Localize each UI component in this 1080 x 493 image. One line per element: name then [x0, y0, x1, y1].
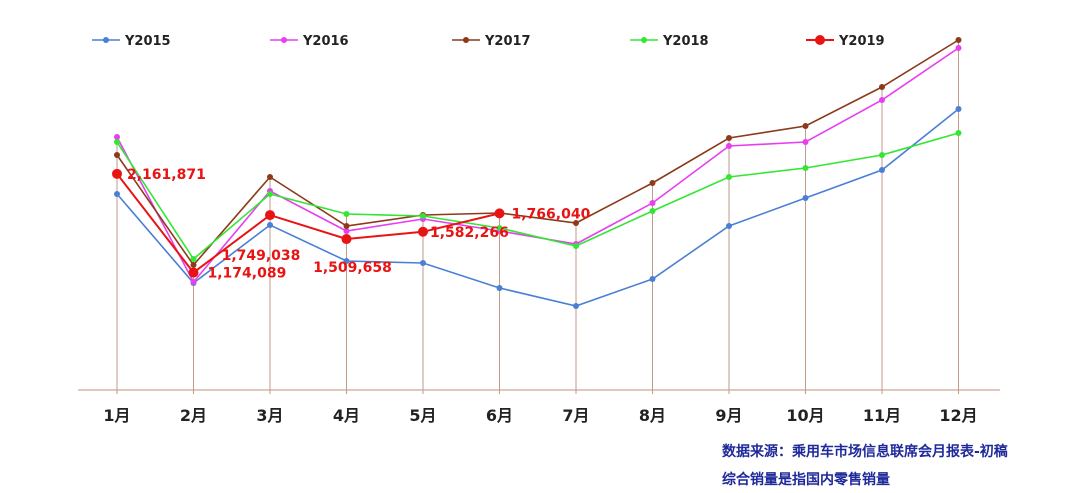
x-tick-label: 8月	[639, 406, 666, 425]
point-Y2015-12	[955, 106, 962, 112]
point-Y2016-2	[190, 279, 197, 285]
legend-marker-Y2019	[815, 35, 825, 45]
x-tick-label: 4月	[333, 406, 360, 425]
point-Y2019-3	[265, 210, 275, 221]
point-Y2016-8	[649, 200, 656, 206]
point-Y2018-1	[114, 139, 120, 145]
data-label: 1,509,658	[313, 260, 392, 276]
point-Y2019-4	[341, 234, 352, 245]
point-Y2017-8	[649, 180, 656, 186]
point-Y2018-12	[955, 130, 962, 136]
x-tick-label: 7月	[562, 406, 589, 425]
point-Y2015-8	[649, 276, 656, 282]
point-Y2019-5	[418, 226, 428, 237]
x-tick-label: 1月	[103, 406, 130, 425]
point-Y2017-4	[343, 223, 350, 229]
point-Y2017-9	[726, 135, 732, 141]
point-Y2015-7	[573, 303, 579, 309]
point-Y2015-10	[802, 195, 809, 201]
point-Y2019-2	[188, 267, 199, 278]
series-line-Y2018	[116, 132, 959, 261]
point-Y2018-9	[726, 174, 732, 180]
legend-marker-Y2018	[641, 37, 647, 43]
legend-label-Y2016: Y2016	[302, 34, 349, 49]
data-label: 1,766,040	[512, 206, 591, 222]
point-Y2015-9	[726, 223, 732, 229]
legend-marker-Y2015	[103, 37, 109, 43]
series-line-Y2016	[116, 47, 959, 284]
point-Y2018-2	[190, 256, 197, 262]
x-tick-label: 11月	[863, 406, 901, 425]
source-note-line1: 数据来源：乘用车市场信息联席会月报表-初稿	[722, 444, 1008, 460]
point-Y2017-10	[802, 123, 809, 129]
series-line-Y2019	[116, 173, 500, 274]
x-tick-label: 12月	[939, 406, 977, 425]
point-Y2016-9	[726, 143, 732, 149]
point-Y2018-5	[420, 213, 426, 219]
legend-label-Y2015: Y2015	[124, 34, 171, 49]
point-Y2018-7	[573, 243, 579, 249]
point-Y2015-3	[267, 222, 273, 228]
point-Y2017-11	[879, 84, 885, 90]
series-line-Y2017	[116, 39, 959, 267]
point-Y2017-7	[573, 220, 579, 226]
point-Y2018-10	[802, 165, 809, 171]
series-line-Y2015	[116, 108, 959, 307]
x-tick-label: 6月	[486, 406, 513, 425]
point-Y2018-6	[496, 225, 503, 231]
x-tick-label: 2月	[180, 406, 207, 425]
point-Y2018-3	[267, 191, 273, 197]
point-Y2019-6	[494, 208, 505, 219]
legend-label-Y2018: Y2018	[662, 34, 709, 49]
data-label: 2,161,871	[127, 167, 206, 183]
point-Y2016-12	[955, 45, 962, 51]
legend-marker-Y2017	[463, 37, 469, 43]
point-Y2015-4	[343, 258, 350, 264]
point-Y2015-1	[114, 191, 120, 197]
data-label: 1,582,266	[430, 225, 509, 241]
point-Y2016-4	[343, 228, 350, 234]
legend-label-Y2019: Y2019	[838, 34, 885, 49]
point-Y2016-10	[802, 139, 809, 145]
legend-label-Y2017: Y2017	[484, 34, 531, 49]
x-tick-label: 5月	[409, 406, 436, 425]
point-Y2018-8	[649, 208, 656, 214]
x-tick-label: 3月	[256, 406, 283, 425]
data-label: 1,749,038	[222, 248, 301, 264]
point-Y2017-12	[955, 37, 962, 43]
point-Y2019-1	[112, 168, 122, 179]
source-note-line2: 综合销量是指国内零售销量	[722, 472, 890, 488]
point-Y2017-3	[267, 174, 273, 180]
point-Y2016-11	[879, 97, 885, 103]
point-Y2016-1	[114, 134, 120, 140]
point-Y2018-11	[879, 152, 885, 158]
data-label: 1,174,089	[208, 266, 287, 282]
point-Y2017-1	[114, 152, 120, 158]
x-tick-label: 9月	[715, 406, 742, 425]
point-Y2015-5	[420, 260, 426, 266]
legend-marker-Y2016	[281, 37, 287, 43]
point-Y2018-4	[343, 211, 350, 217]
point-Y2015-11	[879, 167, 885, 173]
point-Y2017-2	[190, 262, 197, 268]
x-tick-label: 10月	[786, 406, 824, 425]
point-Y2015-6	[496, 285, 503, 291]
